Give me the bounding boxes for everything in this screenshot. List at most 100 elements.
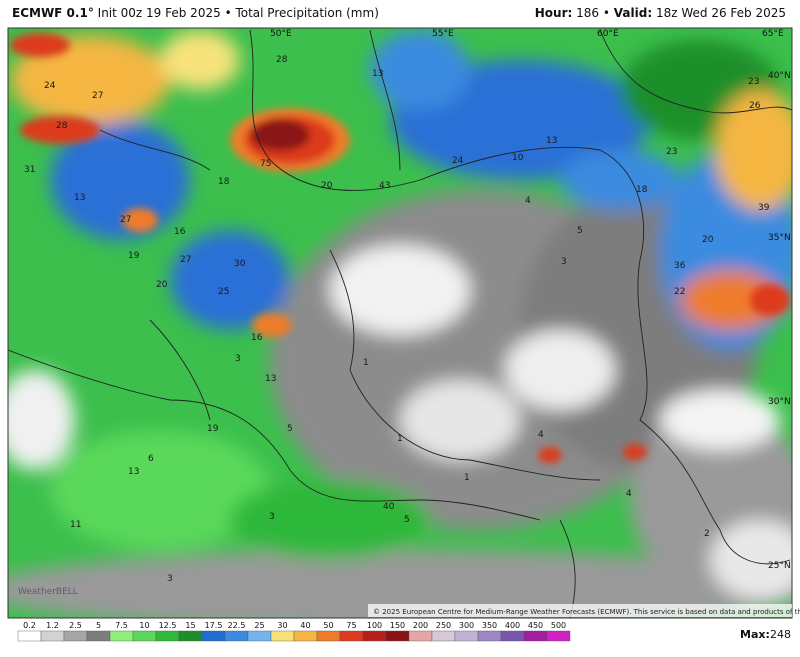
value-label: 26 (749, 101, 761, 111)
value-label: 23 (666, 147, 677, 157)
precip-field: 50°E 55°E 60°E 65°E40°N35°N30°N25°N24272831… (8, 28, 792, 618)
legend-label: 100 (367, 621, 382, 630)
value-label: 16 (174, 227, 186, 237)
valid-label: Valid: (613, 6, 653, 20)
legend-swatch (109, 630, 134, 642)
watermark: WeatherBELL (18, 587, 78, 597)
value-label: 13 (546, 136, 557, 146)
legend-label: 350 (482, 621, 497, 630)
legend-label: 12.5 (159, 621, 177, 630)
legend-swatch (40, 630, 65, 642)
init: Init 00z 19 Feb 2025 (97, 6, 221, 20)
value-label: 1 (363, 358, 369, 368)
legend-label: 250 (436, 621, 451, 630)
value-label: 10 (512, 153, 524, 163)
value-label: 19 (128, 251, 140, 261)
value-label: 24 (452, 156, 464, 166)
value-label: 5 (287, 424, 293, 434)
legend-label: 22.5 (228, 621, 246, 630)
legend-swatch (63, 630, 88, 642)
value-label: 36 (674, 261, 686, 271)
legend-swatch (339, 630, 364, 642)
value-label: 39 (758, 203, 770, 213)
lat-label: 35°N (768, 233, 791, 243)
legend-swatch (178, 630, 203, 642)
legend-label: 450 (528, 621, 543, 630)
legend-label: 75 (346, 621, 356, 630)
value-label: 27 (180, 255, 191, 265)
legend-label: 50 (323, 621, 333, 630)
legend-swatch (477, 630, 502, 642)
field: Total Precipitation (mm) (235, 6, 379, 20)
value-label: 24 (44, 81, 56, 91)
value-label: 75 (260, 159, 271, 169)
legend-label: 400 (505, 621, 520, 630)
legend-swatch (17, 630, 42, 642)
value-label: 13 (128, 467, 139, 477)
legend-swatch (132, 630, 157, 642)
header-right: Hour: 186 • Valid: 18z Wed 26 Feb 2025 (535, 0, 786, 26)
legend-label: 5 (96, 621, 101, 630)
value-label: 3 (561, 257, 567, 267)
legend-swatch (385, 630, 410, 642)
value-label: 16 (251, 333, 263, 343)
value-label: 3 (167, 574, 173, 584)
value-label: 1 (397, 434, 403, 444)
value-label: 27 (120, 215, 131, 225)
legend-swatch (362, 630, 387, 642)
model: ECMWF 0.1° (12, 6, 94, 20)
lat-label: 25°N (768, 561, 791, 571)
legend-swatch (500, 630, 525, 642)
credit-bg (368, 604, 792, 617)
legend-label: 10 (139, 621, 149, 630)
value-label: 3 (235, 354, 241, 364)
legend-label: 15 (185, 621, 195, 630)
legend-swatch (546, 630, 571, 642)
value-label: 4 (525, 196, 531, 206)
legend-label: 500 (551, 621, 566, 630)
legend-swatch (408, 630, 433, 642)
value-label: 13 (372, 69, 383, 79)
lat-label: 30°N (768, 397, 791, 407)
value-label: 27 (92, 91, 103, 101)
value-label: 11 (70, 520, 81, 530)
value-label: 18 (218, 177, 230, 187)
legend-label: 300 (459, 621, 474, 630)
legend-swatch (201, 630, 226, 642)
value-label: 2 (704, 529, 710, 539)
legend-label: 30 (277, 621, 287, 630)
legend-label: 40 (300, 621, 310, 630)
legend: 0.2 1.2 2.5 5 7.5 10 12.5 15 17.5 22.5 25 30 40 50 75 1… (17, 621, 571, 642)
legend-label: 17.5 (205, 621, 223, 630)
value-label: 30 (234, 259, 246, 269)
legend-swatch (316, 630, 341, 642)
legend-label: 25 (254, 621, 264, 630)
value-label: 20 (702, 235, 714, 245)
header: ECMWF 0.1° Init 00z 19 Feb 2025 • Total … (0, 0, 800, 26)
legend-swatch (270, 630, 295, 642)
legend-swatch (224, 630, 249, 642)
value-label: 22 (674, 287, 685, 297)
legend-swatch (431, 630, 456, 642)
value-label: 5 (577, 226, 583, 236)
value-label: 19 (207, 424, 219, 434)
value-label: 1 (464, 473, 470, 483)
legend-label: 7.5 (115, 621, 128, 630)
valid: 18z Wed 26 Feb 2025 (655, 6, 786, 20)
value-label: 40 (383, 502, 395, 512)
borders (8, 29, 792, 618)
value-label: 5 (404, 515, 410, 525)
separator: • (224, 6, 232, 20)
hour-label: Hour: (534, 6, 573, 20)
value-label: 20 (321, 181, 333, 191)
credit: © 2025 European Centre for Medium-Range … (373, 608, 800, 616)
legend-label: 0.2 (23, 621, 36, 630)
value-label: 3 (269, 512, 275, 522)
lon-label: 60°E (597, 29, 619, 39)
legend-swatch (523, 630, 548, 642)
legend-label: 1.2 (46, 621, 59, 630)
value-label: 4 (626, 489, 632, 499)
value-label: 28 (56, 121, 68, 131)
value-label: 18 (636, 185, 648, 195)
